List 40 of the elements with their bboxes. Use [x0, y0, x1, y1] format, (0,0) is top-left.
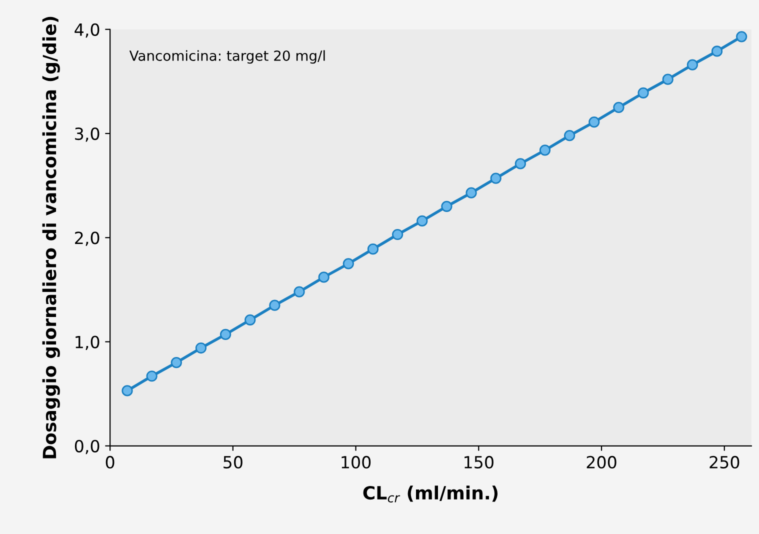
x-tick-label: 150	[464, 456, 494, 469]
point	[564, 130, 576, 142]
point	[613, 102, 624, 114]
point	[466, 187, 477, 198]
point	[220, 328, 232, 340]
point	[170, 357, 182, 368]
point	[539, 144, 551, 156]
x-tick-label: 100	[342, 456, 371, 469]
x-axis-title: CL$_{cr}$ (ml/min.)	[363, 486, 498, 502]
point	[195, 342, 207, 354]
point	[342, 258, 354, 270]
point	[416, 215, 428, 227]
y-tick-label: 2,0	[75, 232, 100, 246]
point	[367, 244, 379, 255]
x-tick-label: 50	[224, 456, 242, 469]
point	[244, 314, 256, 326]
x-tick-label: 0	[106, 456, 114, 469]
point	[294, 286, 305, 298]
y-tick-label: 0,0	[74, 440, 100, 454]
point	[588, 116, 600, 128]
x-tick-label: 200	[586, 456, 616, 469]
point	[736, 31, 748, 42]
point	[490, 172, 502, 184]
y-tick-label: 1,0	[76, 336, 100, 350]
y-axis-title: Dosaggio giornaliero di vancomicina (g/die)	[42, 16, 60, 458]
point	[146, 370, 158, 382]
point	[122, 385, 133, 396]
annotation: Vancomicina: target 20 mg/l	[129, 50, 325, 64]
point	[662, 74, 674, 85]
point	[514, 158, 526, 170]
point	[318, 272, 330, 283]
point	[269, 300, 280, 311]
y-tick-label: 3,0	[75, 127, 100, 142]
x-tick-label: 250	[710, 456, 740, 469]
point	[711, 46, 723, 57]
point	[638, 87, 649, 98]
point	[441, 200, 452, 212]
point	[686, 59, 698, 70]
y-tick-label: 4,0	[74, 23, 100, 38]
point	[392, 228, 404, 240]
